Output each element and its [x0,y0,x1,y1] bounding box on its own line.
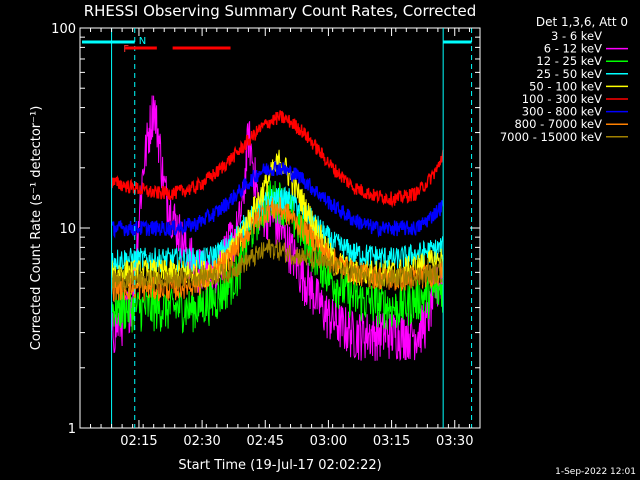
series-line-300-800-kev [110,160,444,239]
legend-label-800-7000-kev: 800 - 7000 keV [514,117,602,131]
x-axis-label: Start Time (19-Jul-17 02:02:22) [178,458,381,473]
series-line-100-300-kev [110,110,444,209]
series-line-7000-15000-kev [111,238,444,293]
legend-label-50-100-kev: 50 - 100 keV [529,79,602,93]
legend-label-6-12-kev: 6 - 12 keV [544,42,602,56]
series-line-6-12-kev [111,95,444,362]
x-tick-label-1: 02:30 [183,434,220,449]
x-axis-ticks: 02:15 02:30 02:45 03:00 03:15 03:30 [79,28,481,449]
plot-area: NF 02:15 02:30 02:45 03:00 03:15 03:30 1 10 100 [51,22,481,449]
y-tick-label-2: 100 [51,22,76,37]
series-line-50-100-kev [111,149,444,288]
x-tick-label-3: 03:00 [310,434,347,449]
series-line-800-7000-kev [111,197,444,303]
annotation-layer: NF [82,28,473,428]
chart-title: RHESSI Observing Summary Count Rates, Co… [84,2,477,20]
y-tick-label-1: 10 [59,222,76,237]
footer-timestamp: 1-Sep-2022 12:01 [555,467,636,477]
y-tick-label-0: 1 [68,422,76,437]
legend-label-3-6-kev: 3 - 6 keV [551,29,602,43]
series-line-12-25-kev [111,180,444,334]
y-axis-label: Corrected Count Rate (s⁻¹ detector⁻¹) [29,106,44,351]
x-tick-label-4: 03:15 [373,434,410,449]
night-marker-label: N [139,36,146,47]
legend-title: Det 1,3,6, Att 0 [536,15,628,29]
legend-label-25-50-kev: 25 - 50 keV [536,67,602,81]
x-tick-label-5: 03:30 [436,434,473,449]
legend-label-100-300-kev: 100 - 300 keV [522,92,602,106]
series-line-25-50-kev [111,186,444,273]
legend-label-12-25-kev: 12 - 25 keV [536,54,602,68]
legend-label-7000-15000-kev: 7000 - 15000 keV [500,130,602,144]
y-axis-ticks: 1 10 100 [51,22,480,437]
x-tick-label-0: 02:15 [120,434,157,449]
x-tick-label-2: 02:45 [247,434,284,449]
series-layer [110,95,444,362]
legend-label-300-800-kev: 300 - 800 keV [522,105,602,119]
